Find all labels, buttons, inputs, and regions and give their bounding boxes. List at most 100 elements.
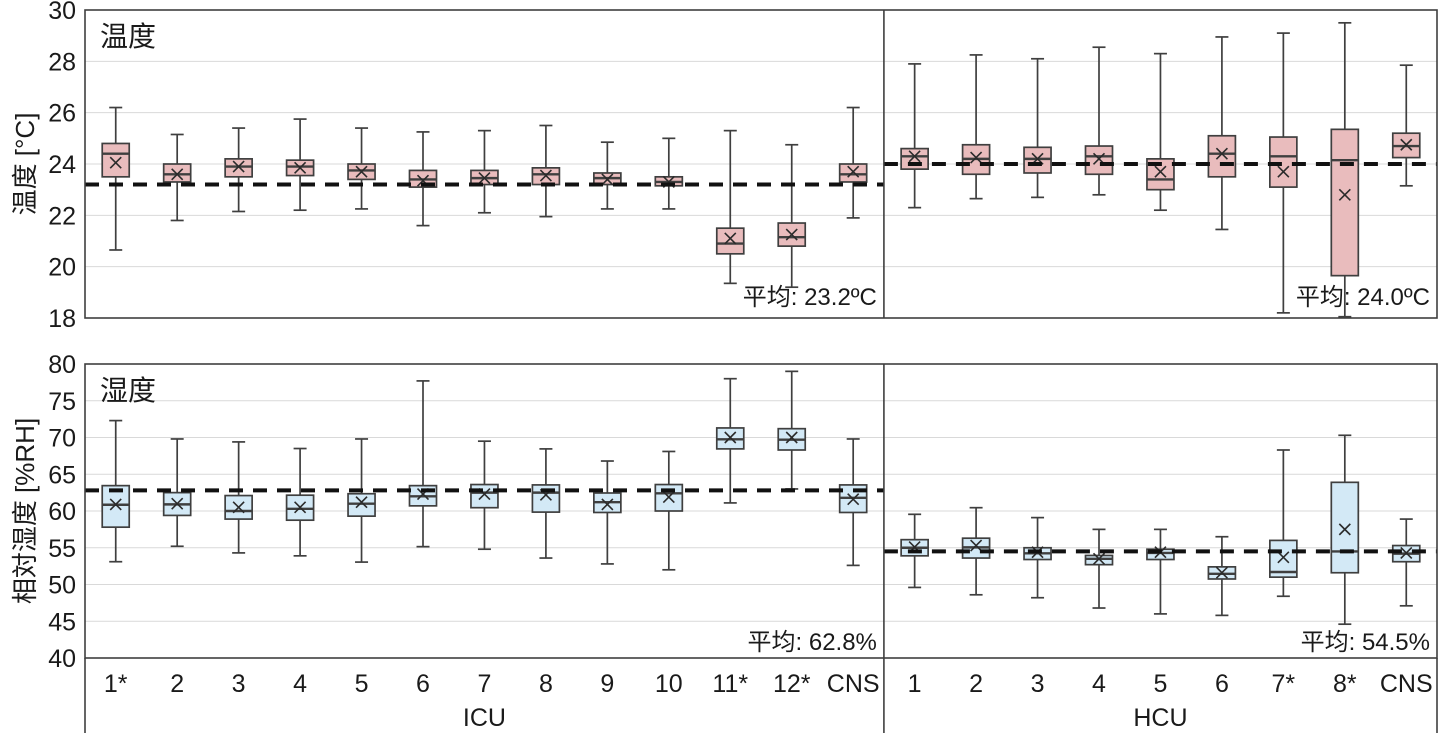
x-category-label: 8* [1333,670,1357,698]
iqr-box [101,142,131,178]
mean-x-marker [724,232,737,245]
y-tick-label: 75 [48,388,76,416]
box-ICU-9 [593,460,622,565]
iqr-box [1330,128,1360,277]
box-HCU-3 [1023,57,1052,199]
plot-border [84,363,1438,659]
y-tick-label: 80 [48,351,76,379]
mean-annotation-ICU: 平均: 62.8% [748,629,877,656]
iqr-box [101,484,131,529]
group-label-HCU: HCU [1133,704,1187,732]
y-tick-label: 28 [48,48,76,76]
x-category-label: 3 [1031,670,1045,698]
y-tick-label: 40 [48,645,76,673]
mean-x-marker [1338,188,1351,201]
iqr-box [1084,145,1114,176]
group-HCU [900,434,1421,626]
box-HCU-CNS [1391,518,1421,607]
x-category-label: 6 [416,670,430,698]
box-ICU-2 [162,133,192,222]
y-tick-label: 55 [48,535,76,563]
plot-border [84,9,1438,319]
box-ICU-3 [224,127,253,213]
group-label-ICU: ICU [463,704,506,732]
x-category-label: 9 [600,670,614,698]
x-category-label: 10 [655,670,683,698]
mean-x-marker [171,497,184,510]
box-ICU-1* [101,419,131,563]
mean-x-marker [109,156,122,169]
box-HCU-4 [1084,528,1114,609]
mean-x-marker [970,539,983,552]
box-ICU-11* [715,129,745,285]
mean-x-marker [1400,138,1413,151]
iqr-box [470,483,499,509]
y-tick-label: 20 [48,254,76,282]
mean-x-marker [232,160,245,173]
y-tick-label: 65 [48,461,76,489]
box-ICU-12* [777,143,807,289]
x-category-label: 8 [539,670,553,698]
mean-x-marker [1215,147,1228,160]
box-ICU-5 [347,438,376,563]
x-category-label: 11* [712,670,748,698]
chart-temperature: 30 28 26 24 22 20 18 温度 [°C] 平均: 23.2ºC 平均: 24.0º… [10,0,1438,333]
box-ICU-5 [347,127,376,210]
y-tick-label: 26 [48,100,76,128]
x-category-label: 1 [908,670,922,698]
iqr-box [162,163,192,183]
mean-x-marker [1092,152,1106,165]
mean-x-marker [355,496,368,509]
mean-x-marker [1277,551,1290,564]
box-HCU-6 [1207,535,1237,617]
x-category-label: CNS [827,670,880,698]
box-HCU-4 [1084,46,1114,196]
mean-x-marker [478,172,491,185]
x-category-label: 3 [232,670,246,698]
box-HCU-2 [961,54,991,200]
iqr-box [715,227,745,255]
box-ICU-12* [777,370,807,490]
box-HCU-1 [900,63,929,209]
x-category-label: 6 [1215,670,1229,698]
box-HCU-CNS [1391,64,1421,187]
iqr-box [1207,134,1237,178]
box-HCU-5 [1146,528,1175,615]
box-ICU-10 [654,450,684,571]
mean-x-marker [1277,165,1290,178]
box-ICU-2 [162,438,192,548]
mean-x-marker [785,228,798,241]
y-tick-label: 50 [48,572,76,600]
x-category-label: 7 [478,670,492,698]
mean-x-marker [539,169,552,182]
box-ICU-11* [715,377,745,504]
mean-x-marker [416,174,430,187]
y-tick-label: 18 [48,305,76,333]
y-tick-label: 24 [48,151,76,179]
box-ICU-1* [101,106,131,251]
mean-x-marker [1338,523,1351,536]
mean-x-marker [662,490,675,504]
group-HCU [900,21,1421,318]
y-tick-label: 60 [48,498,76,526]
chart-title: 湿度 [100,375,156,406]
x-category-label: 1* [104,670,128,698]
group-ICU [101,370,868,571]
box-ICU-8 [531,448,561,559]
y-tick-label: 45 [48,608,76,636]
y-axis-title: 相対湿度 [%RH] [10,418,40,604]
box-ICU-10 [654,137,684,210]
group-ICU [101,106,868,289]
y-axis-title: 温度 [°C] [10,113,40,216]
mean-x-marker [724,431,737,444]
mean-x-marker [1400,546,1413,559]
mean-annotation-ICU: 平均: 23.2ºC [743,284,877,311]
mean-x-marker [478,488,491,501]
mean-x-marker [847,493,860,506]
y-tick-label: 70 [48,425,76,453]
iqr-box [838,163,868,183]
mean-x-marker [355,165,368,178]
iqr-box [900,147,929,170]
